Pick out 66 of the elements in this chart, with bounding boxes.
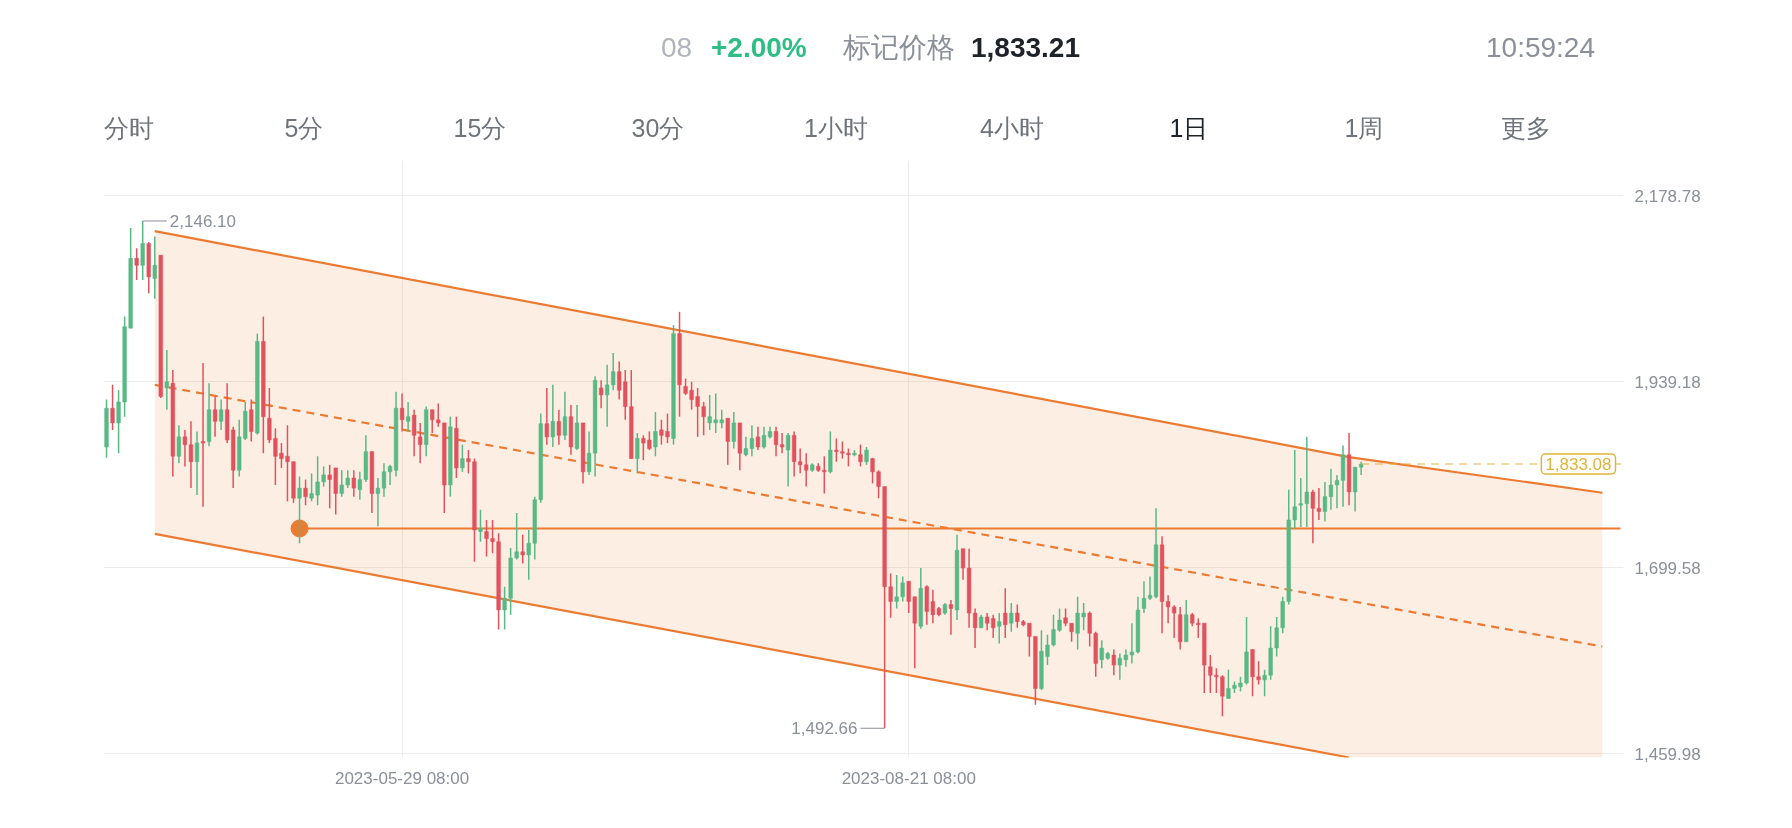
candlestick (599, 379, 604, 409)
candlestick (164, 349, 169, 411)
candlestick (110, 384, 115, 431)
candlestick (194, 430, 200, 496)
candlestick (351, 469, 356, 498)
y-tick-label: 1,699.58 (1634, 558, 1701, 578)
candlestick (412, 408, 417, 458)
candlestick (460, 443, 465, 473)
candlestick (858, 443, 863, 468)
text: 1周 (1344, 113, 1384, 145)
candlestick (176, 424, 182, 465)
candlestick (725, 417, 730, 466)
candlestick (544, 387, 549, 446)
candlestick (520, 533, 525, 565)
candlestick (134, 247, 139, 281)
candlestick (212, 395, 218, 438)
candlestick (405, 401, 411, 433)
text: 1,833.21 (971, 31, 1080, 65)
candlestick (182, 429, 188, 468)
candlestick (140, 220, 145, 281)
text: 15分 (453, 113, 507, 145)
text: 1日 (1169, 113, 1209, 145)
candlestick (1009, 602, 1014, 633)
candlestick (828, 430, 833, 475)
candlestick (562, 391, 568, 441)
candlestick (1003, 587, 1008, 639)
annotation: 1,492.66 (791, 719, 858, 739)
candlestick (478, 509, 483, 543)
annotation: 2,146.10 (169, 211, 237, 231)
candlestick (297, 475, 302, 544)
ref-line-label: 1,833.08 (1545, 454, 1612, 474)
candlestick (188, 420, 194, 489)
candlestick (418, 422, 423, 465)
candlestick (303, 478, 308, 506)
x-tick-label: 2023-05-29 08:00 (334, 768, 470, 788)
candlestick (219, 398, 224, 431)
candlestick (1111, 648, 1116, 676)
x-tick-label: 2023-08-21 08:00 (841, 768, 976, 788)
text: 5分 (284, 113, 324, 145)
text: 标记价格 (843, 31, 955, 65)
candlestick (200, 362, 206, 508)
candlestick (785, 432, 791, 488)
y-tick-label: 2,178.78 (1634, 186, 1701, 206)
candlestick (550, 384, 555, 448)
candlestick (997, 612, 1002, 645)
text: 分时 (104, 113, 154, 145)
text: 1小时 (804, 113, 868, 145)
candlestick (755, 426, 761, 451)
candlestick (731, 411, 736, 450)
candlestick (152, 235, 157, 300)
text: 10:59:24 (1486, 31, 1595, 65)
text: +2.00% (711, 31, 807, 65)
y-tick-label: 1,939.18 (1634, 372, 1701, 392)
candlestick (399, 392, 405, 433)
candlestick (249, 398, 254, 443)
candlestick (948, 599, 954, 636)
candlestick (556, 408, 562, 446)
candlestick (635, 432, 640, 475)
candlestick (1141, 580, 1147, 614)
y-tick-label: 1,459.98 (1634, 744, 1701, 764)
text: 更多 (1501, 113, 1551, 145)
text: 08 (661, 31, 693, 65)
text: 30分 (631, 113, 685, 145)
text: 4小时 (980, 113, 1044, 145)
candlestick (526, 529, 531, 581)
candlestick (653, 411, 658, 458)
